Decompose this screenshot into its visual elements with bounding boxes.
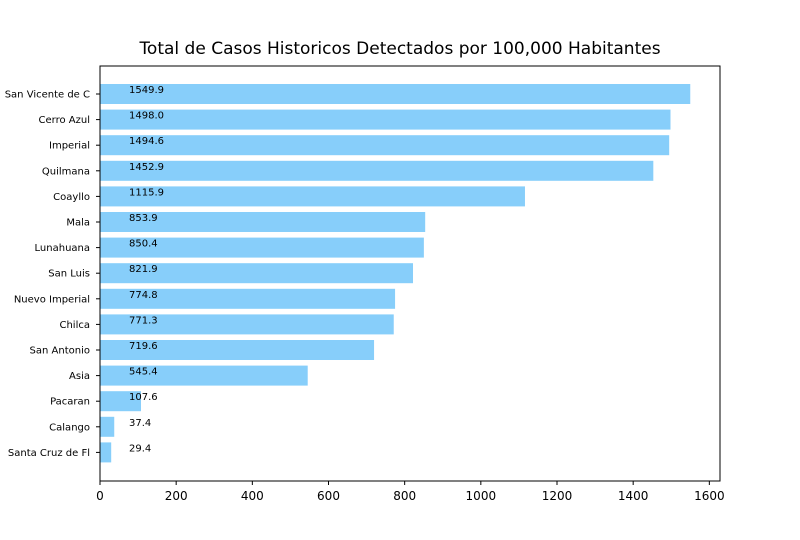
y-tick-label: Calango	[49, 422, 90, 433]
data-label: 1549.9	[129, 85, 164, 96]
bar	[100, 340, 375, 360]
bar	[100, 365, 308, 386]
y-tick-label: Asia	[69, 371, 90, 382]
data-label: 1494.6	[129, 136, 164, 147]
data-label: 771.3	[129, 315, 158, 326]
bar	[100, 109, 671, 130]
x-tick-label: 1200	[542, 489, 573, 503]
data-label: 1115.9	[129, 187, 164, 198]
y-tick-label: Imperial	[49, 141, 90, 152]
bar	[100, 84, 691, 104]
bars-group	[100, 84, 691, 463]
y-tick-label: Lunahuana	[35, 243, 90, 254]
y-axis: San Vicente de C Cerro Azul Imperial Quilma…	[5, 90, 100, 459]
data-label: 545.4	[129, 367, 158, 378]
y-tick-label: Cerro Azul	[39, 115, 90, 126]
data-label: 1452.9	[129, 162, 164, 173]
data-label: 1498.0	[129, 111, 164, 122]
bar	[100, 288, 396, 309]
bar	[100, 212, 426, 232]
bar	[100, 391, 141, 412]
y-tick-label: Nuevo Imperial	[14, 294, 90, 305]
y-tick-label: Mala	[66, 218, 90, 229]
data-labels-group: 1549.9 1498.0 1494.6 1452.9 1115.9 853.9 850.4…	[129, 85, 164, 454]
y-tick-label: San Antonio	[30, 346, 90, 357]
x-tick-label: 400	[241, 489, 264, 503]
data-label: 29.4	[129, 443, 151, 454]
y-tick-label: Coayllo	[53, 192, 90, 203]
data-label: 107.6	[129, 392, 158, 403]
y-tick-label: Pacaran	[50, 397, 90, 408]
bar	[100, 186, 525, 207]
x-tick-label: 800	[393, 489, 416, 503]
x-tick-label: 1400	[618, 489, 649, 503]
data-label: 774.8	[129, 290, 158, 301]
bar	[100, 416, 115, 437]
x-tick-label: 1000	[466, 489, 497, 503]
chart-title: Total de Casos Historicos Detectados por…	[138, 39, 660, 59]
y-tick-label: Quilmana	[42, 166, 90, 177]
data-label: 853.9	[129, 213, 158, 224]
y-tick-label: San Luis	[48, 269, 90, 280]
bar	[100, 135, 670, 156]
bar	[100, 160, 654, 181]
data-label: 719.6	[129, 341, 158, 352]
y-tick-label: Chilca	[59, 320, 90, 331]
x-tick-label: 600	[317, 489, 340, 503]
bar	[100, 314, 394, 335]
x-tick-label: 0	[96, 489, 104, 503]
data-label: 37.4	[129, 418, 151, 429]
x-axis: 0 200 400 600 800 1000 1200 1400 1600	[96, 481, 725, 503]
data-label: 821.9	[129, 264, 158, 275]
x-tick-label: 1600	[694, 489, 725, 503]
y-tick-label: Santa Cruz de Fl	[8, 448, 90, 459]
plot-frame	[99, 65, 721, 482]
data-label: 850.4	[129, 239, 158, 250]
x-tick-label: 200	[165, 489, 188, 503]
bar	[100, 237, 424, 258]
y-tick-label: San Vicente de C	[5, 90, 90, 101]
bar	[100, 442, 112, 463]
bar	[100, 263, 414, 284]
